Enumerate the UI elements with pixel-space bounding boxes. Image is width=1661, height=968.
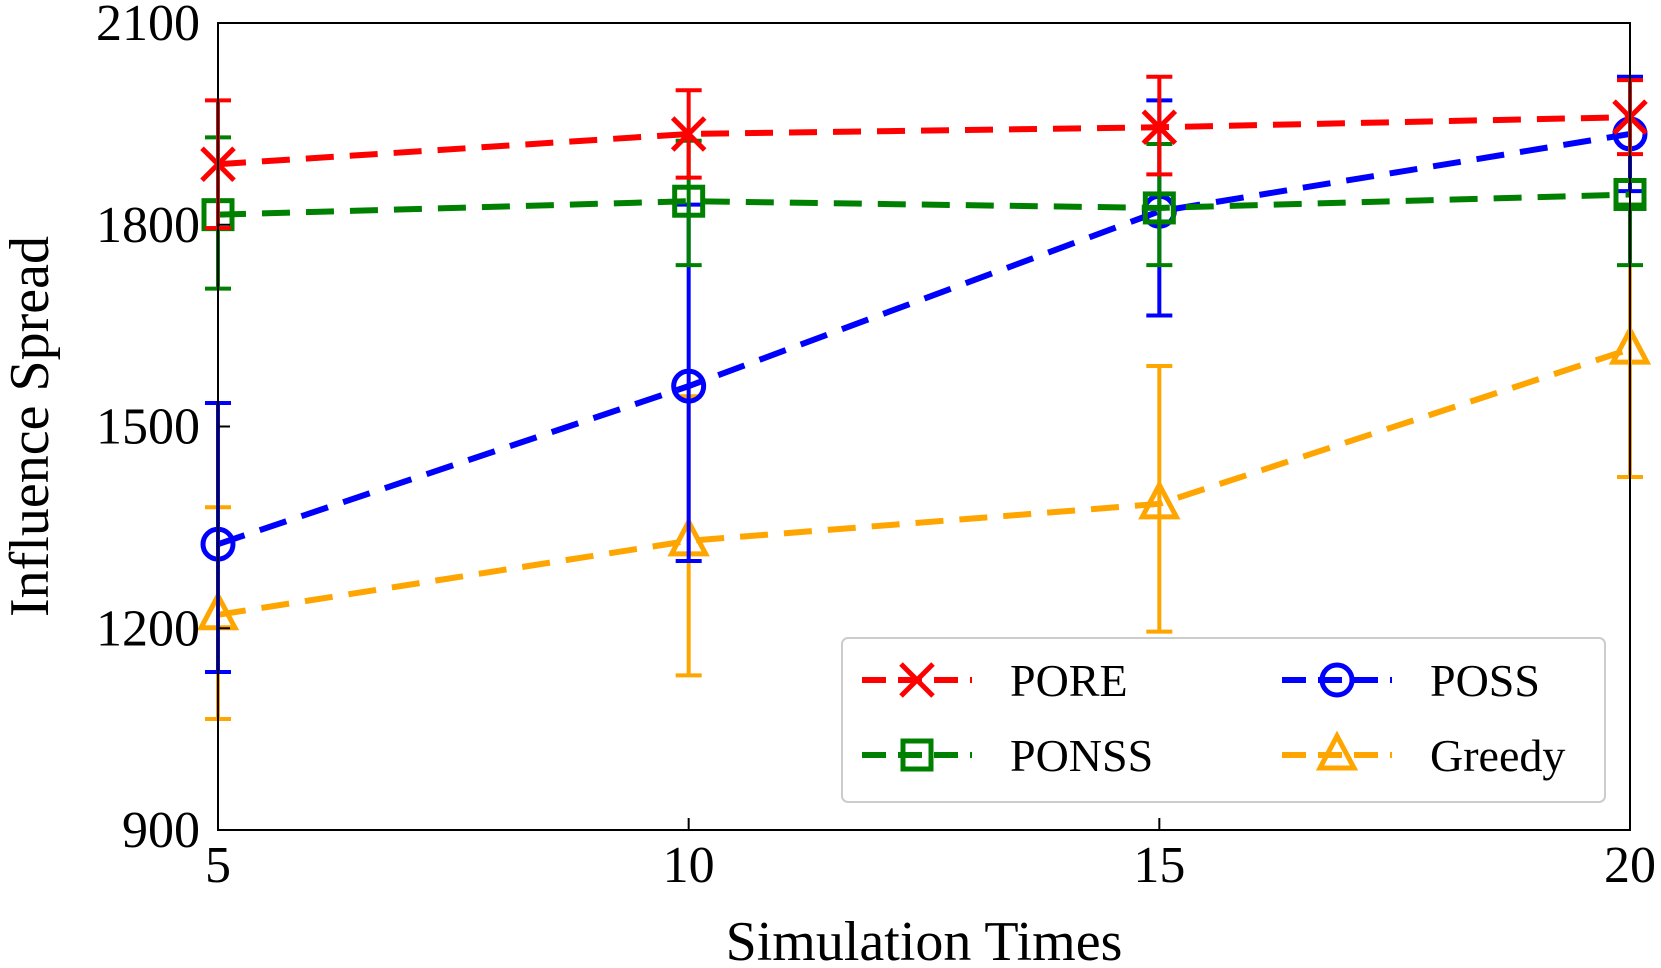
x-axis-title: Simulation Times	[726, 911, 1123, 968]
data-point	[1141, 109, 1178, 146]
series-line-ponss	[217, 191, 1631, 218]
legend-label: Greedy	[1430, 730, 1565, 781]
y-tick-label: 900	[122, 802, 200, 859]
series-line-pore	[217, 114, 1631, 168]
series-line-greedy	[217, 346, 1631, 618]
legend-item-greedy: Greedy	[1282, 730, 1565, 781]
data-point	[1138, 479, 1181, 520]
data-point	[1142, 191, 1176, 225]
legend-label: PONSS	[1010, 730, 1153, 781]
legend-marker	[1319, 662, 1355, 698]
legend-marker	[899, 662, 935, 698]
y-tick-label: 2100	[96, 0, 200, 52]
data-point	[672, 184, 706, 218]
series-line-poss	[217, 131, 1631, 548]
x-tick-label: 10	[663, 837, 715, 894]
y-axis-title: Influence Spread	[0, 236, 61, 617]
legend-marker	[1315, 730, 1359, 771]
legend-item-pore: PORE	[862, 655, 1128, 706]
data-point	[671, 368, 707, 404]
x-tick-label: 5	[205, 837, 231, 894]
legend-item-ponss: PONSS	[862, 730, 1153, 781]
legend-marker	[900, 738, 934, 772]
axis-ticks: 5 10 15 20 900 1200 1500 1800 2100	[96, 0, 1656, 894]
error-bar	[1146, 363, 1173, 634]
y-tick-label: 1500	[96, 399, 200, 456]
legend-label: PORE	[1010, 655, 1128, 706]
x-tick-label: 15	[1133, 837, 1185, 894]
series-ponss	[201, 135, 1647, 291]
data-point	[670, 116, 707, 152]
y-tick-label: 1800	[96, 197, 200, 254]
legend: PORE POSS PONSS Greedy	[841, 637, 1606, 803]
plot-area	[196, 74, 1652, 722]
legend-box	[841, 637, 1606, 803]
y-tick-label: 1200	[96, 600, 200, 657]
x-tick-label: 20	[1604, 837, 1656, 894]
legend-label: POSS	[1430, 655, 1540, 706]
legend-item-poss: POSS	[1282, 655, 1540, 706]
